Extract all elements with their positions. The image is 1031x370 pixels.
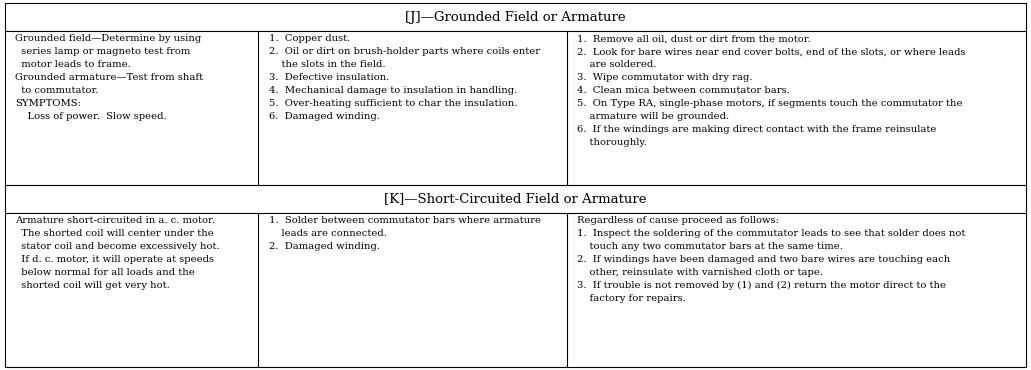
Text: 3.  Wipe commutator with dry rag.: 3. Wipe commutator with dry rag.: [576, 73, 753, 82]
Text: the slots in the field.: the slots in the field.: [269, 60, 386, 69]
Text: Grounded armature—Test from shaft: Grounded armature—Test from shaft: [15, 73, 203, 82]
Text: factory for repairs.: factory for repairs.: [576, 294, 686, 303]
Text: series lamp or magneto test from: series lamp or magneto test from: [15, 47, 191, 56]
Text: 1.  Remove all oil, dust or dirt from the motor.: 1. Remove all oil, dust or dirt from the…: [576, 34, 810, 43]
Text: Armature short-circuited in a. c. motor.: Armature short-circuited in a. c. motor.: [15, 216, 215, 225]
Text: 3.  If trouble is not removed by (1) and (2) return the motor direct to the: 3. If trouble is not removed by (1) and …: [576, 281, 945, 290]
Text: stator coil and become excessively hot.: stator coil and become excessively hot.: [15, 242, 220, 251]
Text: [J]—Grounded Field or Armature: [J]—Grounded Field or Armature: [405, 11, 626, 24]
Text: 1.  Inspect the soldering of the commutator leads to see that solder does not: 1. Inspect the soldering of the commutat…: [576, 229, 965, 238]
Text: Grounded field—Determine by using: Grounded field—Determine by using: [15, 34, 202, 43]
Text: to commutator.: to commutator.: [15, 86, 99, 95]
Text: 2.  Damaged winding.: 2. Damaged winding.: [269, 242, 379, 251]
Text: armature will be grounded.: armature will be grounded.: [576, 112, 729, 121]
Text: 3.  Defective insulation.: 3. Defective insulation.: [269, 73, 389, 82]
Text: 6.  If the windings are making direct contact with the frame reinsulate: 6. If the windings are making direct con…: [576, 125, 936, 134]
Text: Regardless of cause proceed as follows:: Regardless of cause proceed as follows:: [576, 216, 778, 225]
Text: SYMPTOMS:: SYMPTOMS:: [15, 99, 81, 108]
Text: 4.  Mechanical damage to insulation in handling.: 4. Mechanical damage to insulation in ha…: [269, 86, 517, 95]
Text: 2.  Oil or dirt on brush-holder parts where coils enter: 2. Oil or dirt on brush-holder parts whe…: [269, 47, 539, 56]
Text: Loss of power.  Slow speed.: Loss of power. Slow speed.: [15, 112, 167, 121]
Text: other, reinsulate with varnished cloth or tape.: other, reinsulate with varnished cloth o…: [576, 268, 823, 277]
Text: [K]—Short-Circuited Field or Armature: [K]—Short-Circuited Field or Armature: [385, 193, 646, 206]
Text: shorted coil will get very hot.: shorted coil will get very hot.: [15, 281, 170, 290]
Text: If d. c. motor, it will operate at speeds: If d. c. motor, it will operate at speed…: [15, 255, 214, 264]
Text: 1.  Copper dust.: 1. Copper dust.: [269, 34, 350, 43]
Text: leads are connected.: leads are connected.: [269, 229, 387, 238]
Text: 4.  Clean mica between commutator bars.: 4. Clean mica between commutator bars.: [576, 86, 790, 95]
Text: The shorted coil will center under the: The shorted coil will center under the: [15, 229, 214, 238]
Text: 6.  Damaged winding.: 6. Damaged winding.: [269, 112, 379, 121]
Text: below normal for all loads and the: below normal for all loads and the: [15, 268, 195, 277]
Text: 5.  Over-heating sufficient to char the insulation.: 5. Over-heating sufficient to char the i…: [269, 99, 517, 108]
Text: are soldered.: are soldered.: [576, 60, 656, 69]
Text: motor leads to frame.: motor leads to frame.: [15, 60, 131, 69]
Text: touch any two commutator bars at the same time.: touch any two commutator bars at the sam…: [576, 242, 842, 251]
Text: 2.  Look for bare wires near end cover bolts, end of the slots, or where leads: 2. Look for bare wires near end cover bo…: [576, 47, 965, 56]
Text: 5.  On Type RA, single-phase motors, if segments touch the commutator the: 5. On Type RA, single-phase motors, if s…: [576, 99, 962, 108]
Text: 2.  If windings have been damaged and two bare wires are touching each: 2. If windings have been damaged and two…: [576, 255, 951, 264]
Text: 1.  Solder between commutator bars where armature: 1. Solder between commutator bars where …: [269, 216, 540, 225]
Text: thoroughly.: thoroughly.: [576, 138, 646, 147]
